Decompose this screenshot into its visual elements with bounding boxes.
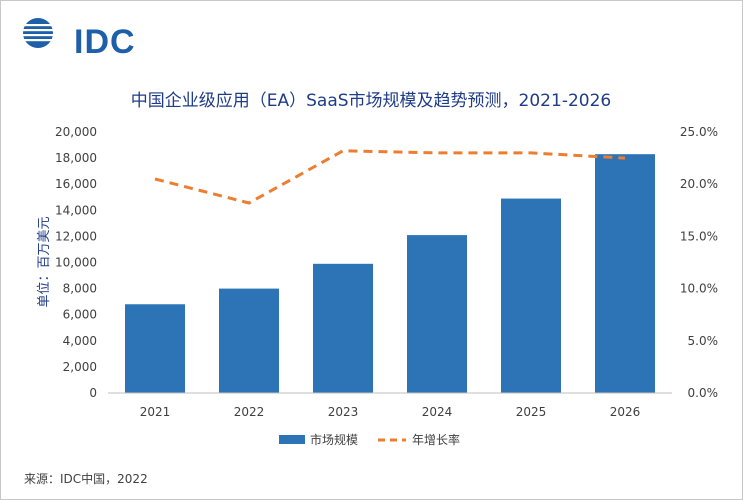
- y-axis-label: 单位：百万美元: [37, 216, 52, 307]
- y2-tick-label: 0.0%: [688, 386, 719, 400]
- y2-tick-label: 5.0%: [688, 334, 719, 348]
- x-tick-label: 2023: [328, 405, 359, 419]
- bar-2023: [313, 263, 373, 393]
- bar-2022: [219, 288, 279, 393]
- x-tick-label: 2022: [234, 405, 265, 419]
- bar-2025: [501, 198, 561, 393]
- y-tick-label: 16,000: [55, 177, 97, 191]
- legend-bar-label: 市场规模: [310, 432, 358, 447]
- chart-title: 中国企业级应用（EA）SaaS市场规模及趋势预测，2021-2026: [131, 91, 611, 111]
- bar-2026: [595, 154, 655, 393]
- y2-tick-label: 25.0%: [680, 125, 718, 139]
- y-tick-label: 20,000: [55, 125, 97, 139]
- x-tick-label: 2021: [140, 405, 171, 419]
- x-tick-label: 2026: [610, 405, 641, 419]
- growth-rate-line: [154, 149, 626, 205]
- legend-line-label: 年增长率: [412, 432, 460, 447]
- y-tick-label: 10,000: [55, 256, 97, 270]
- y-tick-label: 12,000: [55, 229, 97, 243]
- y-tick-label: 18,000: [55, 151, 97, 165]
- idc-logo: IDC: [22, 12, 135, 61]
- y-tick-label: 2,000: [63, 360, 97, 374]
- y-tick-label: 6,000: [63, 308, 97, 322]
- y2-tick-label: 10.0%: [680, 282, 718, 296]
- globe-icon: [22, 18, 54, 48]
- source-note: 来源：IDC中国，2022: [24, 472, 148, 486]
- legend: 市场规模 年增长率: [279, 432, 460, 447]
- y-tick-label: 0: [89, 386, 97, 400]
- y2-tick-label: 15.0%: [680, 229, 718, 243]
- x-tick-label: 2024: [422, 405, 453, 419]
- y-tick-label: 4,000: [63, 334, 97, 348]
- logo-text: IDC: [74, 23, 136, 61]
- y-tick-label: 8,000: [63, 282, 97, 296]
- y-tick-label: 14,000: [55, 203, 97, 217]
- bar-2021: [125, 304, 185, 393]
- legend-bar-swatch: [279, 435, 305, 444]
- bar-2024: [407, 235, 467, 393]
- y2-tick-label: 20.0%: [680, 177, 718, 191]
- x-tick-label: 2025: [516, 405, 547, 419]
